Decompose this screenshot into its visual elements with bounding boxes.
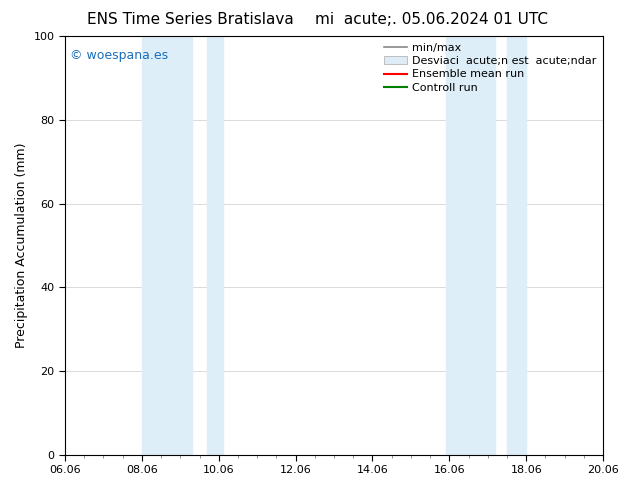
Text: mi  acute;. 05.06.2024 01 UTC: mi acute;. 05.06.2024 01 UTC xyxy=(314,12,548,27)
Legend: min/max, Desviaci  acute;n est  acute;ndar, Ensemble mean run, Controll run: min/max, Desviaci acute;n est acute;ndar… xyxy=(380,38,601,97)
Bar xyxy=(446,36,496,455)
Y-axis label: Precipitation Accumulation (mm): Precipitation Accumulation (mm) xyxy=(15,143,28,348)
Bar xyxy=(207,36,223,455)
Text: ENS Time Series Bratislava: ENS Time Series Bratislava xyxy=(87,12,294,27)
Bar xyxy=(142,36,192,455)
Text: © woespana.es: © woespana.es xyxy=(70,49,169,62)
Bar xyxy=(507,36,526,455)
